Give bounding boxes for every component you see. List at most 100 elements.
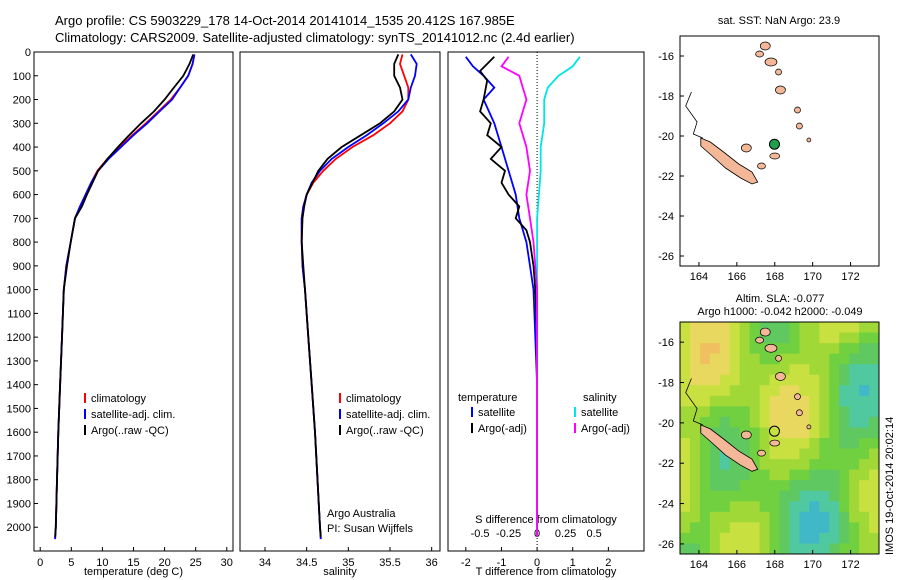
map-y-tick-label: -18 [658,91,674,103]
sla-cell [819,406,830,418]
sla-cell [729,416,741,429]
x-tick-label: -1 [497,557,507,569]
sla-cell [699,438,711,450]
sla-cell [709,448,721,460]
sla-cell [819,522,830,534]
sla-cell [799,501,810,513]
island [794,393,801,400]
sla-cell [799,322,810,334]
sla-cell [749,490,761,502]
sla-cell [809,395,820,407]
sla-cell [769,353,781,365]
y-tick-label: 900 [13,261,31,273]
sla-cell [849,459,860,471]
sla-cell [869,543,879,554]
legend-label: satellite-adj. clim. [91,409,175,421]
map-x-tick-label: 168 [766,559,784,571]
map-x-tick-label: 170 [803,271,821,283]
y-tick-label: 1100 [7,308,31,320]
sla-cell [839,511,850,523]
sla-cell [839,469,850,481]
sla-cell [779,364,791,376]
y-tick-label: 0 [25,47,31,59]
sla-cell [789,353,800,365]
map-y-tick-label: -20 [658,131,674,143]
sla-cell [709,469,721,481]
sla-cell [809,490,820,502]
sla-cell [789,438,800,450]
sla-cell [859,343,870,355]
sla-cell [869,416,879,429]
sla-cell [680,416,691,429]
sla-cell [849,353,860,365]
sla-cell [819,438,830,450]
island [775,68,782,76]
sla-cell [719,490,731,502]
sla-cell [699,343,711,355]
sla-cell [869,406,879,418]
y-tick-label: 1400 [7,380,31,392]
x-tick-label: 30 [221,557,233,569]
sla-cell [869,522,879,534]
map-x-tick-label: 172 [841,271,859,283]
sla-cell [759,480,771,492]
sla-cell [869,490,879,502]
sla-cell [729,543,741,554]
sla-cell [789,322,800,334]
sla-cell [859,385,870,397]
sla-cell [769,385,781,397]
sla-cell [869,532,879,545]
x-tick-label: 36 [426,557,438,569]
map-frame [679,321,880,555]
map-x-tick-label: 164 [690,559,708,571]
map-sla-subtitle: Argo h1000: -0.042 h2000: -0.049 [697,306,862,318]
sla-cell [839,374,850,386]
island-new-caledonia [700,137,759,185]
sla-heatmap [680,322,879,554]
y-tick-label: 700 [13,213,31,225]
sla-cell [709,459,721,471]
sla-cell [699,332,711,344]
map-y-tick-label: -22 [658,458,674,470]
island [775,354,782,362]
sla-cell [749,448,761,460]
sla-cell [809,427,820,439]
island [759,41,771,51]
sla-cell [779,490,791,502]
sla-cell [859,322,870,334]
sla-cell [680,374,691,386]
sla-cell [759,511,771,523]
sla-cell [719,322,731,334]
legend-label: satellite [478,407,515,419]
map-y-tick-label: -24 [658,499,674,511]
legend-label: Argo(-adj) [478,423,527,435]
sla-cell [809,501,820,513]
sla-cell [809,438,820,450]
sla-cell [729,532,741,545]
sla-cell [789,490,800,502]
sla-cell [869,469,879,481]
sla-cell [769,532,781,545]
sla-cell [719,395,731,407]
map-y-tick-label: -16 [658,51,674,63]
x-tick-label: 35 [342,557,354,569]
sla-cell [829,427,840,439]
sla-cell [739,448,751,460]
sla-cell [829,501,840,513]
sla-cell [799,395,810,407]
sla-cell [699,416,711,429]
map-y-tick-label: -16 [658,337,674,349]
sla-cell [769,332,781,344]
sla-cell [809,532,820,545]
sla-cell [779,511,791,523]
sla-cell [859,353,870,365]
map-y-tick-label: -26 [658,539,674,551]
sla-cell [699,374,711,386]
sla-cell [829,448,840,460]
sla-cell [689,459,701,471]
sla-cell [819,480,830,492]
sla-cell [859,459,870,471]
sla-cell [839,480,850,492]
sla-cell [809,469,820,481]
argo-position-marker [768,425,780,437]
